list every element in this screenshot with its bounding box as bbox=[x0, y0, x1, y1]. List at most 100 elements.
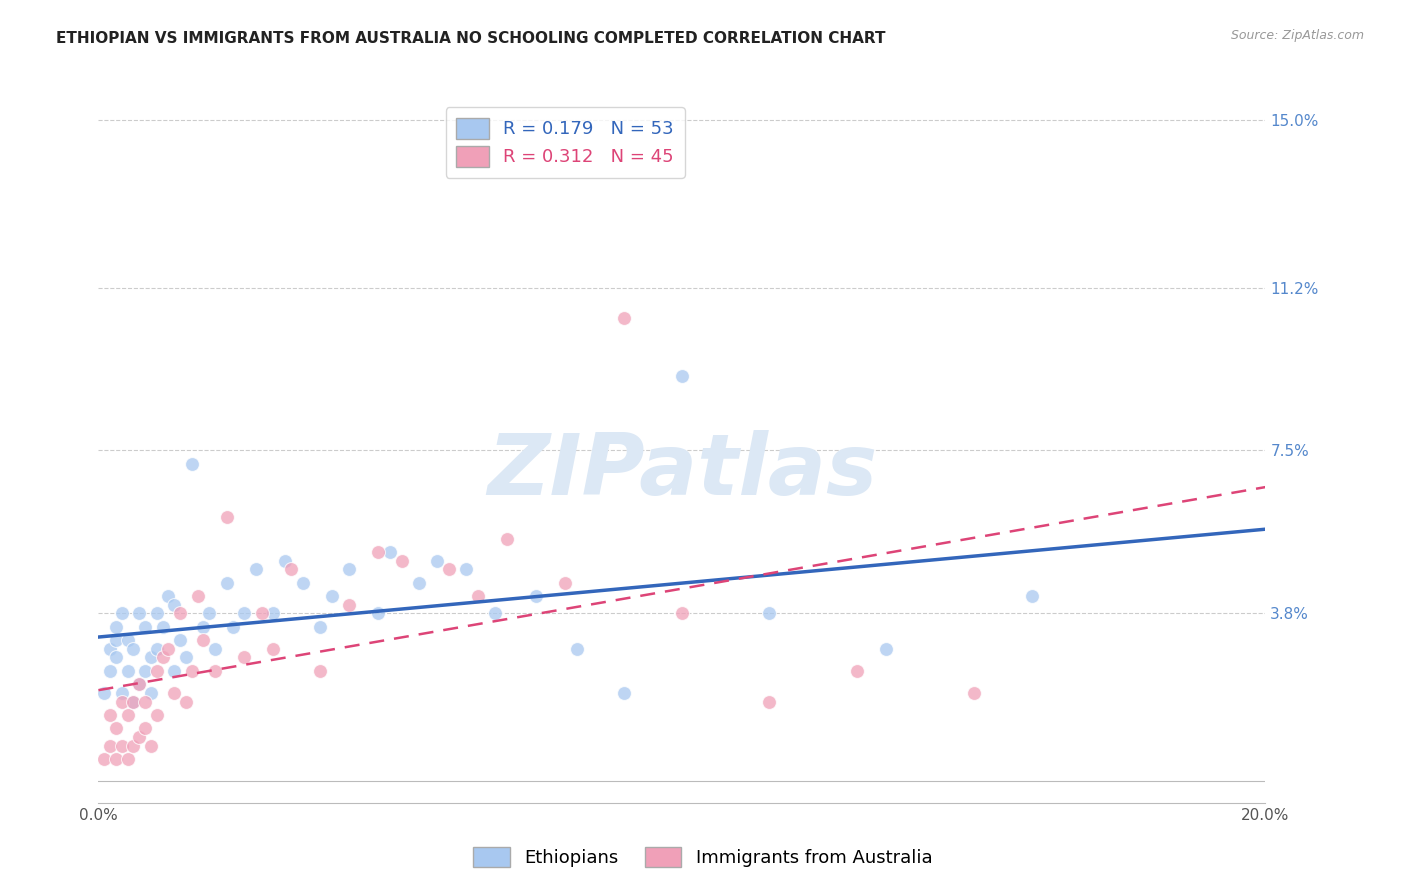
Point bbox=[309, 664, 332, 678]
Point bbox=[93, 752, 115, 766]
Point bbox=[104, 752, 127, 766]
Point bbox=[98, 664, 121, 678]
Point bbox=[309, 619, 332, 633]
Text: ETHIOPIAN VS IMMIGRANTS FROM AUSTRALIA NO SCHOOLING COMPLETED CORRELATION CHART: ETHIOPIAN VS IMMIGRANTS FROM AUSTRALIA N… bbox=[56, 31, 886, 46]
Point bbox=[117, 752, 139, 766]
Point bbox=[524, 589, 547, 603]
Point bbox=[128, 677, 150, 691]
Point bbox=[846, 664, 869, 678]
Point bbox=[875, 641, 897, 656]
Point bbox=[163, 686, 186, 700]
Text: Source: ZipAtlas.com: Source: ZipAtlas.com bbox=[1230, 29, 1364, 42]
Point bbox=[565, 641, 588, 656]
Point bbox=[233, 650, 256, 665]
Point bbox=[962, 686, 984, 700]
Point bbox=[93, 686, 115, 700]
Point bbox=[139, 650, 162, 665]
Point bbox=[146, 664, 169, 678]
Point bbox=[111, 607, 134, 621]
Point bbox=[128, 677, 150, 691]
Point bbox=[612, 686, 634, 700]
Point bbox=[169, 607, 191, 621]
Point bbox=[146, 641, 169, 656]
Text: ZIPatlas: ZIPatlas bbox=[486, 430, 877, 513]
Point bbox=[426, 553, 449, 567]
Point bbox=[117, 664, 139, 678]
Point bbox=[193, 619, 215, 633]
Point bbox=[204, 664, 226, 678]
Point bbox=[122, 694, 145, 708]
Point bbox=[180, 457, 202, 471]
Point bbox=[233, 607, 256, 621]
Point bbox=[134, 721, 156, 735]
Point bbox=[215, 575, 238, 590]
Point bbox=[408, 575, 430, 590]
Point bbox=[98, 739, 121, 753]
Point bbox=[221, 619, 243, 633]
Point bbox=[187, 589, 209, 603]
Point bbox=[146, 607, 169, 621]
Point bbox=[367, 545, 389, 559]
Point bbox=[380, 545, 402, 559]
Point bbox=[98, 707, 121, 722]
Point bbox=[437, 562, 460, 576]
Point bbox=[204, 641, 226, 656]
Point bbox=[215, 509, 238, 524]
Point bbox=[104, 650, 127, 665]
Point bbox=[180, 664, 202, 678]
Point bbox=[758, 694, 780, 708]
Point bbox=[391, 553, 413, 567]
Point bbox=[337, 598, 360, 612]
Point bbox=[454, 562, 477, 576]
Point bbox=[367, 607, 389, 621]
Point bbox=[128, 607, 150, 621]
Point bbox=[262, 607, 284, 621]
Point bbox=[152, 619, 174, 633]
Point bbox=[111, 739, 134, 753]
Point bbox=[291, 575, 314, 590]
Point bbox=[117, 707, 139, 722]
Point bbox=[321, 589, 343, 603]
Point bbox=[671, 368, 693, 383]
Point bbox=[134, 619, 156, 633]
Point bbox=[612, 311, 634, 326]
Point bbox=[157, 641, 180, 656]
Point bbox=[163, 598, 186, 612]
Point bbox=[157, 589, 180, 603]
Point bbox=[174, 650, 197, 665]
Point bbox=[262, 641, 284, 656]
Point bbox=[484, 607, 506, 621]
Point bbox=[169, 632, 191, 647]
Point bbox=[467, 589, 489, 603]
Point bbox=[245, 562, 267, 576]
Point bbox=[128, 730, 150, 744]
Point bbox=[104, 632, 127, 647]
Point bbox=[198, 607, 221, 621]
Point bbox=[1021, 589, 1043, 603]
Point bbox=[496, 532, 519, 546]
Point bbox=[174, 694, 197, 708]
Point bbox=[139, 739, 162, 753]
Point bbox=[250, 607, 273, 621]
Point bbox=[280, 562, 302, 576]
Point bbox=[111, 686, 134, 700]
Point bbox=[337, 562, 360, 576]
Legend: R = 0.179   N = 53, R = 0.312   N = 45: R = 0.179 N = 53, R = 0.312 N = 45 bbox=[446, 107, 685, 178]
Point bbox=[134, 694, 156, 708]
Point bbox=[274, 553, 297, 567]
Point bbox=[98, 641, 121, 656]
Point bbox=[554, 575, 576, 590]
Point bbox=[104, 619, 127, 633]
Point bbox=[134, 664, 156, 678]
Point bbox=[163, 664, 186, 678]
Point bbox=[193, 632, 215, 647]
Legend: Ethiopians, Immigrants from Australia: Ethiopians, Immigrants from Australia bbox=[467, 839, 939, 874]
Point bbox=[111, 694, 134, 708]
Point bbox=[122, 739, 145, 753]
Point bbox=[104, 721, 127, 735]
Point bbox=[758, 607, 780, 621]
Point bbox=[117, 632, 139, 647]
Point bbox=[139, 686, 162, 700]
Point bbox=[671, 607, 693, 621]
Point bbox=[122, 694, 145, 708]
